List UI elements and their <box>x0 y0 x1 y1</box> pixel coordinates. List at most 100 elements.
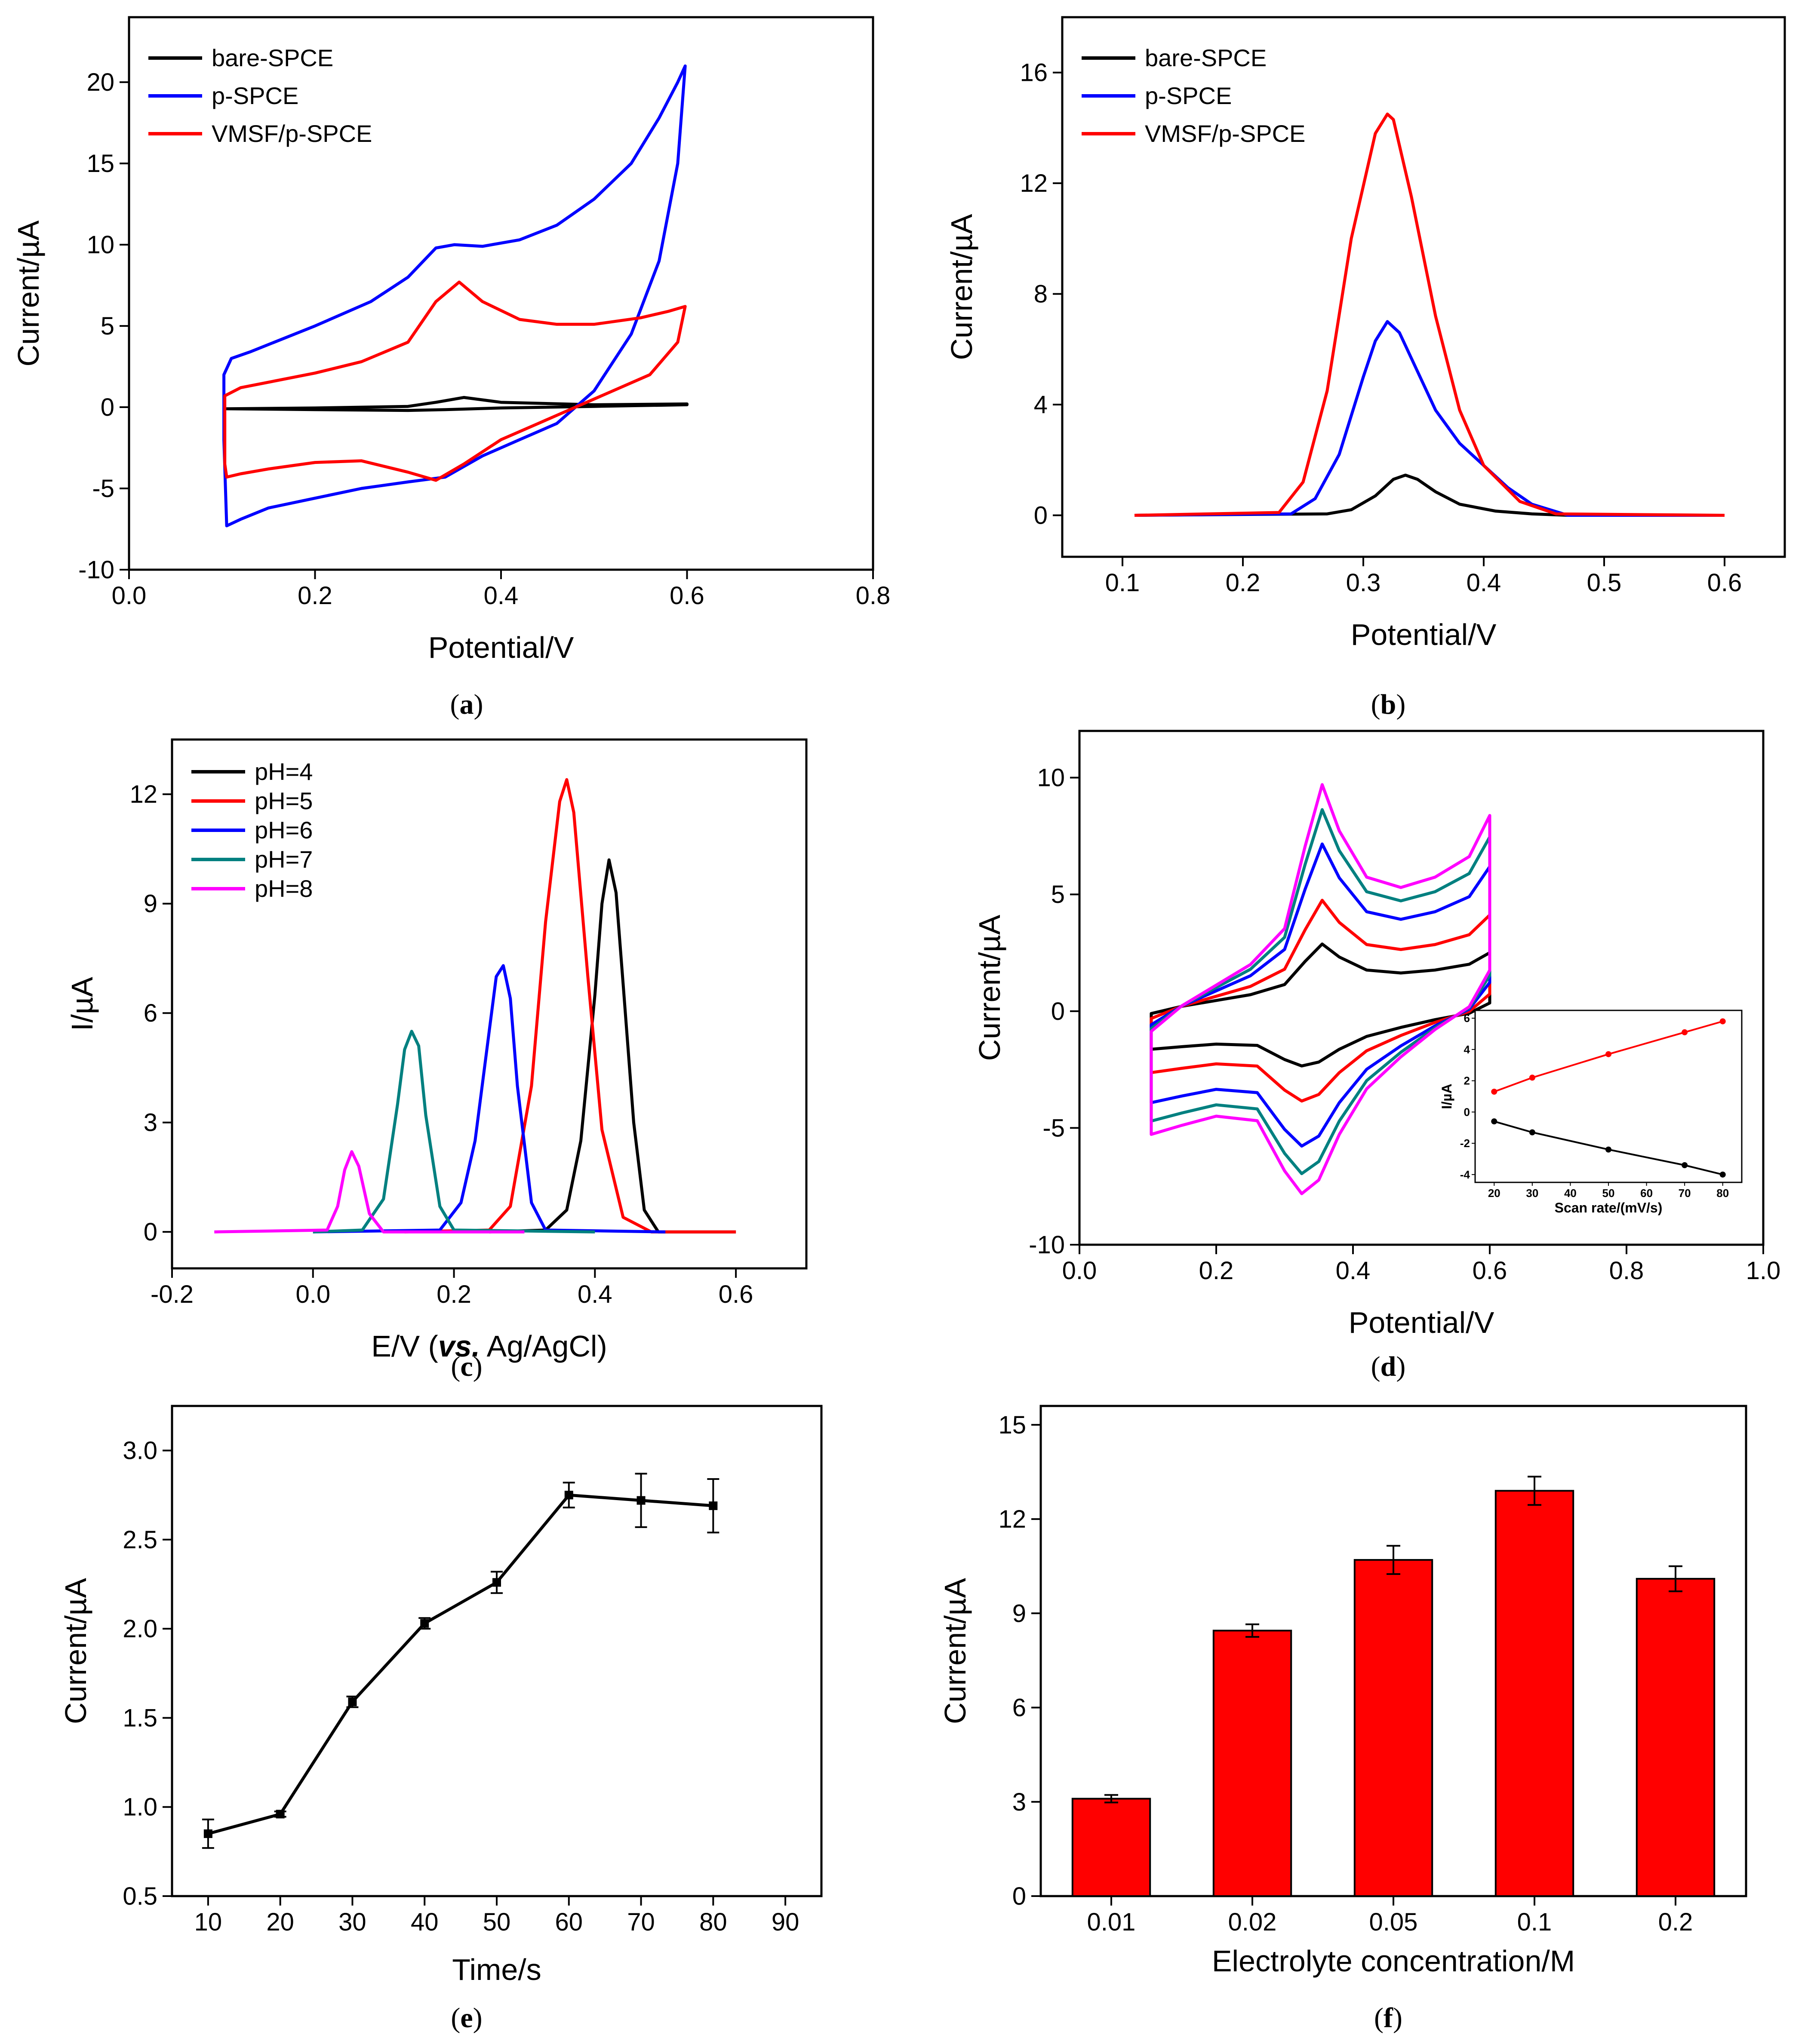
y-tick-label: -5 <box>92 475 114 503</box>
y-tick-label: 0 <box>1012 1882 1026 1910</box>
series-line <box>1150 899 1491 1103</box>
panel-caption: (d) <box>1371 1351 1406 1382</box>
inset-x-tick-label: 60 <box>1640 1187 1653 1200</box>
caption-letter: f <box>1384 2002 1393 2034</box>
legend-label: bare-SPCE <box>212 44 333 71</box>
series-line <box>214 1150 525 1234</box>
x-tick-label: 0.6 <box>719 1280 753 1308</box>
series-line <box>222 64 687 528</box>
caption-close: ) <box>474 689 483 720</box>
y-tick-label: 2.5 <box>123 1526 157 1554</box>
legend-label: pH=5 <box>255 787 313 814</box>
bar <box>1071 1798 1151 1897</box>
x-tick-label: 20 <box>266 1908 294 1936</box>
y-tick-label: 0 <box>1034 501 1048 529</box>
x-tick-label: 0.1 <box>1105 569 1140 597</box>
inset-x-tick-label: 30 <box>1526 1187 1538 1200</box>
bar <box>1212 1630 1292 1897</box>
x-tick-label: 0.4 <box>484 582 519 610</box>
panel-f: 0 3 6 9 12 15 Current/µA Electrolyte concentrat… <box>938 1405 1747 2034</box>
caption-open: ( <box>1371 1351 1381 1382</box>
x-tick-label: 70 <box>627 1908 655 1936</box>
x-tick-label: 0.4 <box>1467 569 1501 597</box>
inset-x-tick-label: 20 <box>1488 1187 1500 1200</box>
series-line <box>313 964 666 1234</box>
caption-close: ) <box>473 2002 483 2034</box>
x-tick-label: 0.5 <box>1587 569 1622 597</box>
series-line <box>489 858 736 1234</box>
caption-letter: d <box>1381 1351 1396 1382</box>
x-tick-label: 50 <box>483 1908 511 1936</box>
caption-close: ) <box>473 1351 483 1382</box>
y-tick-label: 6 <box>144 999 157 1027</box>
y-tick-label: 2.0 <box>123 1615 157 1643</box>
legend-label: pH=6 <box>255 816 313 844</box>
x-axis-label: Potential/V <box>428 631 574 664</box>
x-tick-label: 0.0 <box>295 1280 330 1308</box>
caption-open: ( <box>1371 689 1381 720</box>
data-point <box>276 1810 285 1819</box>
y-tick-label: 3.0 <box>123 1437 157 1465</box>
legend-label: pH=4 <box>255 758 313 785</box>
legend-label: p-SPCE <box>1145 82 1232 109</box>
category-label: 0.01 <box>1087 1908 1136 1936</box>
inset-y-tick-label: 4 <box>1464 1043 1470 1056</box>
caption-open: ( <box>1374 2002 1384 2034</box>
caption-open: ( <box>451 1351 460 1382</box>
y-tick-label: 3 <box>144 1109 157 1137</box>
inset-y-tick-label: -2 <box>1460 1137 1470 1150</box>
category-label: 0.2 <box>1658 1908 1693 1936</box>
inset-point <box>1719 1018 1726 1025</box>
inset-point <box>1605 1146 1611 1153</box>
inset-y-tick-label: 6 <box>1464 1012 1470 1025</box>
y-tick-label: 0 <box>101 393 114 421</box>
y-tick-label: 3 <box>1012 1788 1026 1816</box>
inset-x-tick-label: 70 <box>1679 1187 1691 1200</box>
data-point <box>348 1697 357 1706</box>
series-line <box>1134 320 1725 517</box>
y-tick-label: 0 <box>144 1218 157 1246</box>
x-tick-label: 0.0 <box>112 582 147 610</box>
panel-a: 0.0 0.2 0.4 0.6 0.8 -10 -5 0 5 10 15 20 Current/µA Po… <box>12 16 890 720</box>
inset-point <box>1682 1162 1688 1168</box>
inset-y-tick-label: -4 <box>1460 1168 1470 1181</box>
y-tick-label: -10 <box>78 556 114 584</box>
x-tick-label: 0.4 <box>1336 1257 1371 1285</box>
y-tick-label: 16 <box>1020 59 1048 87</box>
inset-plot: 20 30 40 50 60 70 80 -4 -2 0 2 4 6 Scan rate/(mV/s) I/… <box>1439 1010 1743 1215</box>
series-line <box>1150 942 1491 1068</box>
legend-label: bare-SPCE <box>1145 44 1267 71</box>
x-axis-label: Electrolyte concentration/M <box>1212 1944 1575 1978</box>
y-tick-label: 20 <box>86 68 114 96</box>
data-point <box>492 1578 501 1587</box>
y-tick-label: 1.0 <box>123 1793 157 1821</box>
panel-d: 0.0 0.2 0.4 0.6 0.8 1.0 -10 -5 0 5 10 Current/µA Pot… <box>973 730 1781 1382</box>
x-axis-label: E/V (vs. Ag/AgCl) <box>371 1329 607 1363</box>
x-axis-label: Potential/V <box>1351 618 1497 651</box>
panels: 0.0 0.2 0.4 0.6 0.8-10-505101520Current/µAPo… <box>12 16 1786 2034</box>
panel-caption: (a) <box>450 689 483 720</box>
y-tick-label: 12 <box>998 1505 1026 1533</box>
panel-caption: (c) <box>451 1351 482 1382</box>
panel-b: 0.1 0.2 0.3 0.4 0.5 0.6 0 4 8 12 16 Current/µA Poten… <box>945 16 1786 720</box>
x-axis-label-part: E/V ( <box>371 1329 438 1363</box>
series-line <box>1150 842 1491 1148</box>
x-tick-label: 0.6 <box>1473 1257 1507 1285</box>
panel-caption: (b) <box>1371 689 1406 720</box>
caption-letter: e <box>460 2002 473 2034</box>
caption-close: ) <box>1396 1351 1405 1382</box>
caption-open: ( <box>451 2002 460 2034</box>
panel-caption: (f) <box>1374 2002 1402 2034</box>
inset-point <box>1491 1118 1497 1125</box>
y-axis-label: Current/µA <box>12 220 45 366</box>
inset-y-axis-label: I/µA <box>1439 1083 1454 1109</box>
series-line <box>207 1493 713 1835</box>
x-tick-label: -0.2 <box>151 1280 194 1308</box>
x-tick-label: 1.0 <box>1746 1257 1781 1285</box>
y-tick-label: 9 <box>1012 1599 1026 1627</box>
y-tick-label: 15 <box>86 150 114 178</box>
inset-point <box>1529 1074 1535 1081</box>
inset-x-tick-label: 80 <box>1716 1187 1729 1200</box>
panel-e: 10 20 30 40 50 60 70 80 90 0.5 1.0 1.5 2.0 2.5 3.0 Curr… <box>59 1405 823 2034</box>
